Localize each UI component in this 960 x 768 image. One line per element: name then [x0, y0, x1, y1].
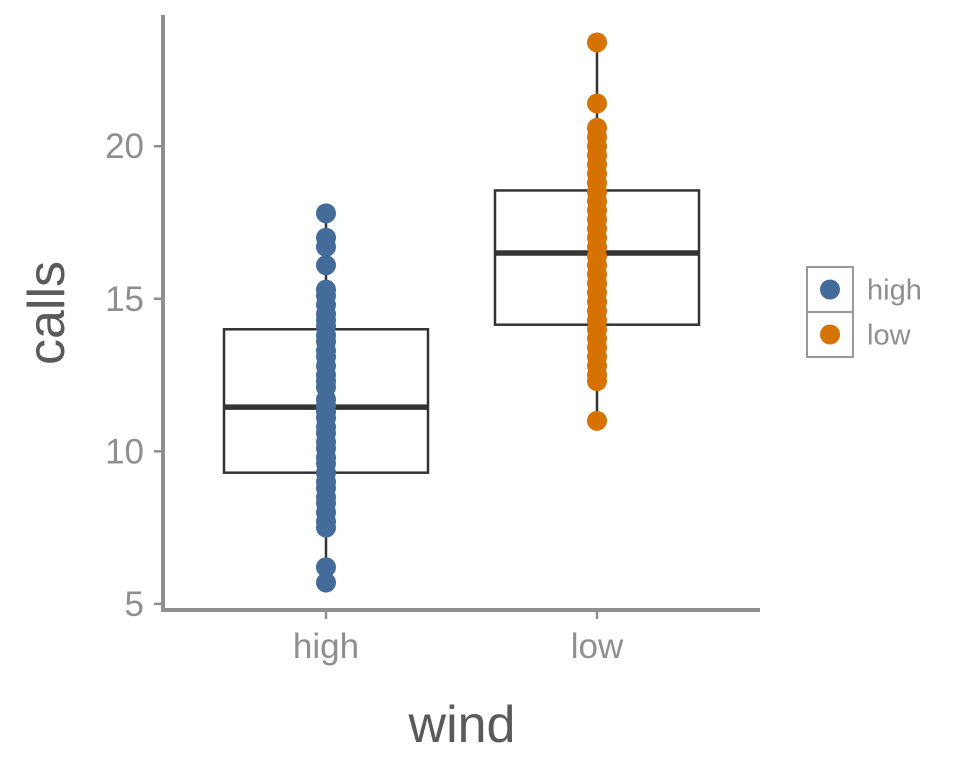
data-point-low	[587, 371, 607, 392]
legend-swatch	[820, 279, 840, 300]
y-tick-label: 5	[125, 585, 144, 624]
x-tick-label: high	[293, 627, 359, 666]
legend-swatch	[820, 324, 840, 345]
data-point-low	[587, 93, 607, 114]
x-tick-label: low	[571, 627, 624, 666]
y-tick-label: 10	[105, 432, 144, 471]
data-point-low	[587, 410, 607, 431]
data-point-high	[316, 557, 336, 578]
data-point-high	[316, 255, 336, 276]
legend-label: low	[867, 320, 912, 352]
data-point-high	[316, 236, 336, 257]
y-axis-title: calls	[18, 261, 76, 365]
data-point-high	[316, 572, 336, 593]
data-point-high	[316, 517, 336, 538]
y-tick-label: 20	[105, 127, 144, 166]
plot-area: 5 10 15 20 high low high low	[105, 15, 922, 666]
y-tick-label: 15	[105, 280, 144, 319]
x-axis-title: wind	[408, 696, 516, 754]
data-point-low	[587, 32, 607, 53]
data-point-high	[316, 203, 336, 224]
legend: high low	[806, 266, 922, 358]
legend-label: high	[867, 275, 922, 307]
